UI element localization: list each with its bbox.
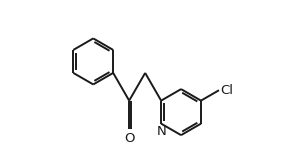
Text: N: N [156,125,166,138]
Text: Cl: Cl [220,84,233,97]
Text: O: O [124,132,134,145]
